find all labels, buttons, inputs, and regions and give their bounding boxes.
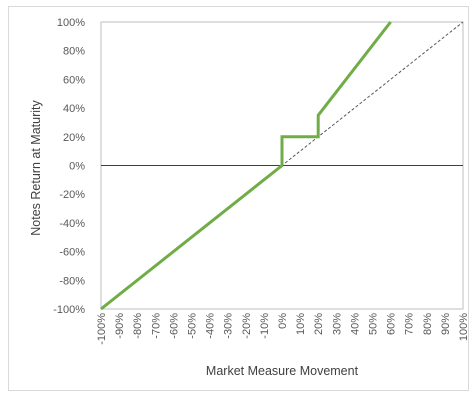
- x-tick-label: -60%: [168, 313, 180, 339]
- x-tick-label: 80%: [422, 313, 434, 335]
- x-tick-label: 30%: [331, 313, 343, 335]
- y-tick-label: 0%: [69, 161, 85, 173]
- x-tick-label: -20%: [241, 313, 253, 339]
- x-tick-label: -10%: [259, 313, 271, 339]
- y-tick-label: -60%: [59, 247, 85, 259]
- y-tick-label: 40%: [63, 103, 85, 115]
- y-tick-label: 80%: [63, 46, 85, 58]
- x-tick-label: 60%: [386, 313, 398, 335]
- x-tick-label: 40%: [349, 313, 361, 335]
- x-tick-label: 70%: [404, 313, 416, 335]
- x-tick-label: 50%: [368, 313, 380, 335]
- x-tick-label: 10%: [295, 313, 307, 335]
- y-tick-label: -100%: [53, 304, 85, 316]
- x-tick-label: 20%: [313, 313, 325, 335]
- x-axis-title: Market Measure Movement: [206, 364, 359, 378]
- x-tick-label: -100%: [96, 313, 108, 345]
- x-tick-label: -70%: [150, 313, 162, 339]
- x-tick-label: -30%: [223, 313, 235, 339]
- x-tick-label: -90%: [114, 313, 126, 339]
- x-tick-label: 90%: [440, 313, 452, 335]
- x-tick-label: -50%: [187, 313, 199, 339]
- y-tick-label: -40%: [59, 218, 85, 230]
- x-tick-label: -80%: [132, 313, 144, 339]
- x-tick-label: 0%: [277, 313, 289, 329]
- y-tick-label: -20%: [59, 189, 85, 201]
- x-tick-label: 100%: [458, 313, 470, 341]
- y-tick-label: 20%: [63, 132, 85, 144]
- x-tick-label: -40%: [205, 313, 217, 339]
- y-tick-label: -80%: [59, 275, 85, 287]
- y-tick-label: 100%: [57, 17, 85, 29]
- y-tick-label: 60%: [63, 74, 85, 86]
- y-axis-title: Notes Return at Maturity: [29, 100, 43, 236]
